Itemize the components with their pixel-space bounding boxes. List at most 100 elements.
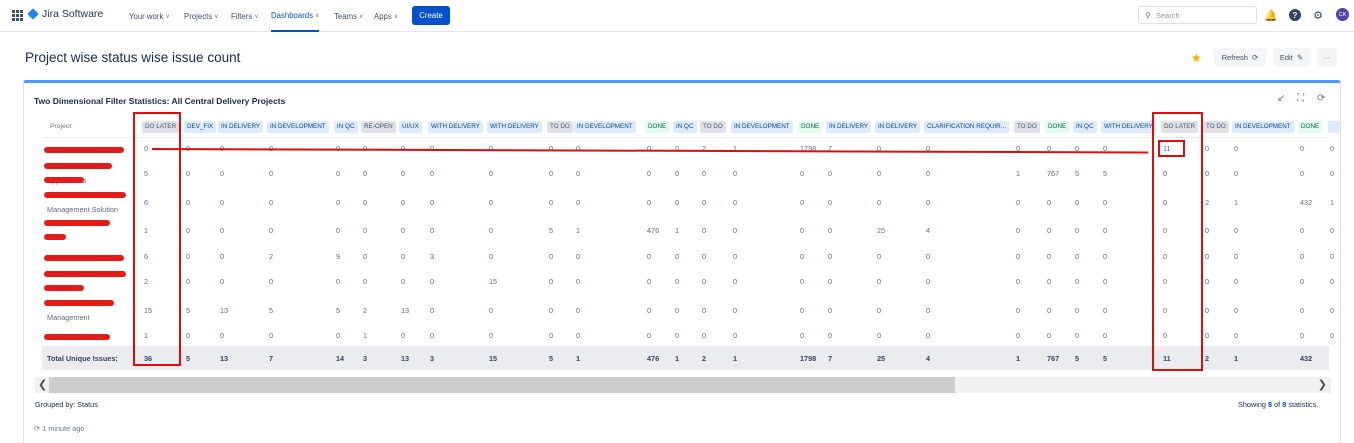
table-cell[interactable]: 0 bbox=[363, 226, 368, 235]
scroll-left-arrow-icon[interactable]: ❮ bbox=[38, 379, 48, 391]
column-header-in-development[interactable]: IN DEVELOPMENT bbox=[731, 121, 793, 133]
column-header-with-delivery[interactable]: WITH DELIVERY bbox=[487, 121, 542, 133]
table-cell[interactable]: 0 bbox=[576, 331, 581, 340]
table-cell[interactable]: 0 bbox=[1016, 226, 1021, 235]
column-header-partial[interactable] bbox=[1328, 121, 1340, 133]
scroll-right-arrow-icon[interactable]: ❯ bbox=[1317, 379, 1327, 391]
table-cell[interactable]: 0 bbox=[828, 277, 833, 286]
table-cell[interactable]: 0 bbox=[430, 169, 435, 178]
table-cell[interactable]: 0 bbox=[828, 331, 833, 340]
table-cell[interactable]: 7 bbox=[828, 144, 833, 153]
table-cell[interactable]: 0 bbox=[1075, 198, 1080, 207]
table-cell[interactable]: 1 bbox=[576, 226, 581, 235]
table-cell[interactable]: 0 bbox=[800, 252, 805, 261]
table-cell[interactable]: 0 bbox=[186, 331, 191, 340]
table-cell[interactable]: 5 bbox=[144, 169, 149, 178]
table-cell[interactable]: 0 bbox=[877, 198, 882, 207]
total-cell[interactable]: 5 bbox=[186, 354, 191, 363]
table-cell[interactable]: 0 bbox=[576, 169, 581, 178]
table-cell[interactable]: 0 bbox=[430, 331, 435, 340]
table-cell[interactable]: 5 bbox=[1103, 169, 1108, 178]
table-cell[interactable]: 0 bbox=[800, 169, 805, 178]
table-cell[interactable]: 0 bbox=[430, 226, 435, 235]
table-cell[interactable]: 0 bbox=[647, 306, 652, 315]
table-cell[interactable]: 0 bbox=[186, 252, 191, 261]
table-cell[interactable]: 0 bbox=[647, 169, 652, 178]
table-cell[interactable]: 0 bbox=[926, 331, 931, 340]
table-cell[interactable]: 2 bbox=[363, 306, 368, 315]
table-cell[interactable]: 0 bbox=[828, 169, 833, 178]
table-cell[interactable]: 0 bbox=[1016, 144, 1021, 153]
horizontal-scrollbar[interactable]: ❮ ❯ bbox=[35, 377, 1331, 393]
column-header-done[interactable]: DONE bbox=[1298, 121, 1323, 133]
table-cell[interactable]: 0 bbox=[800, 226, 805, 235]
table-cell[interactable]: 0 bbox=[1234, 277, 1239, 286]
table-cell[interactable]: 15 bbox=[144, 306, 153, 315]
table-cell[interactable]: 0 bbox=[800, 198, 805, 207]
table-cell[interactable]: 0 bbox=[1300, 306, 1305, 315]
table-cell[interactable]: 0 bbox=[1103, 277, 1108, 286]
table-cell[interactable]: 0 bbox=[430, 277, 435, 286]
table-cell[interactable]: 2 bbox=[269, 252, 274, 261]
total-cell[interactable]: 5 bbox=[1103, 354, 1108, 363]
table-cell[interactable]: 2 bbox=[144, 277, 149, 286]
table-cell[interactable]: 0 bbox=[336, 331, 341, 340]
table-cell[interactable]: 0 bbox=[220, 198, 225, 207]
table-cell[interactable]: 0 bbox=[363, 169, 368, 178]
table-cell[interactable]: 0 bbox=[926, 198, 931, 207]
table-cell[interactable]: 0 bbox=[186, 198, 191, 207]
table-cell[interactable]: 5 bbox=[186, 306, 191, 315]
table-cell[interactable]: 15 bbox=[489, 277, 498, 286]
table-cell[interactable]: 0 bbox=[1205, 226, 1210, 235]
table-cell[interactable]: 0 bbox=[1075, 277, 1080, 286]
table-cell[interactable]: 0 bbox=[1234, 144, 1239, 153]
column-header-re-open[interactable]: RE-OPEN bbox=[361, 121, 396, 133]
total-cell[interactable]: 1 bbox=[675, 354, 680, 363]
column-header-in-development[interactable]: IN DEVELOPMENT bbox=[1232, 121, 1294, 133]
table-cell[interactable]: 0 bbox=[1163, 277, 1168, 286]
column-header-do-later[interactable]: DO LATER bbox=[142, 121, 180, 133]
table-cell[interactable]: 6 bbox=[144, 198, 149, 207]
table-cell[interactable]: 0 bbox=[675, 169, 680, 178]
table-cell[interactable]: 0 bbox=[1205, 144, 1210, 153]
table-cell[interactable]: 0 bbox=[828, 198, 833, 207]
column-header-done[interactable]: DONE bbox=[798, 121, 823, 133]
table-cell[interactable]: 0 bbox=[877, 144, 882, 153]
table-cell[interactable]: 0 bbox=[926, 144, 931, 153]
table-cell[interactable]: 0 bbox=[733, 169, 738, 178]
table-cell[interactable]: 2 bbox=[702, 144, 707, 153]
table-cell[interactable]: 0 bbox=[675, 198, 680, 207]
table-cell[interactable]: 1 bbox=[733, 144, 738, 153]
column-header-in-qc[interactable]: IN QC bbox=[334, 121, 358, 133]
table-cell[interactable]: 0 bbox=[1300, 144, 1305, 153]
table-cell[interactable]: 0 bbox=[363, 252, 368, 261]
table-cell[interactable]: 0 bbox=[1234, 252, 1239, 261]
table-cell[interactable]: 0 bbox=[1205, 277, 1210, 286]
table-cell[interactable]: 0 bbox=[1330, 331, 1335, 340]
table-cell[interactable]: 5 bbox=[269, 306, 274, 315]
table-cell[interactable]: 0 bbox=[647, 198, 652, 207]
table-cell[interactable]: 0 bbox=[1234, 169, 1239, 178]
project-name[interactable]: Management Solution bbox=[47, 205, 118, 214]
table-cell[interactable]: 0 bbox=[1103, 331, 1108, 340]
table-cell[interactable]: 0 bbox=[336, 198, 341, 207]
column-header-in-qc[interactable]: IN QC bbox=[1073, 121, 1097, 133]
edit-button[interactable]: Edit ✎ bbox=[1273, 48, 1310, 66]
nav-filters[interactable]: Filters ∨ bbox=[231, 11, 259, 21]
table-cell[interactable]: 0 bbox=[733, 306, 738, 315]
table-cell[interactable]: 0 bbox=[401, 252, 406, 261]
table-cell[interactable]: 0 bbox=[702, 277, 707, 286]
nav-teams[interactable]: Teams ∨ bbox=[334, 11, 364, 21]
table-cell[interactable]: 13 bbox=[401, 306, 410, 315]
table-cell[interactable]: 0 bbox=[220, 226, 225, 235]
table-cell[interactable]: 0 bbox=[363, 277, 368, 286]
table-cell[interactable]: 0 bbox=[1234, 331, 1239, 340]
table-cell[interactable]: 0 bbox=[877, 252, 882, 261]
table-cell[interactable]: 0 bbox=[336, 226, 341, 235]
table-cell[interactable]: 0 bbox=[549, 252, 554, 261]
table-cell[interactable]: 0 bbox=[489, 306, 494, 315]
table-cell[interactable]: 0 bbox=[576, 306, 581, 315]
table-cell[interactable]: 0 bbox=[401, 169, 406, 178]
total-cell[interactable]: 1 bbox=[576, 354, 581, 363]
table-cell[interactable]: 0 bbox=[702, 331, 707, 340]
